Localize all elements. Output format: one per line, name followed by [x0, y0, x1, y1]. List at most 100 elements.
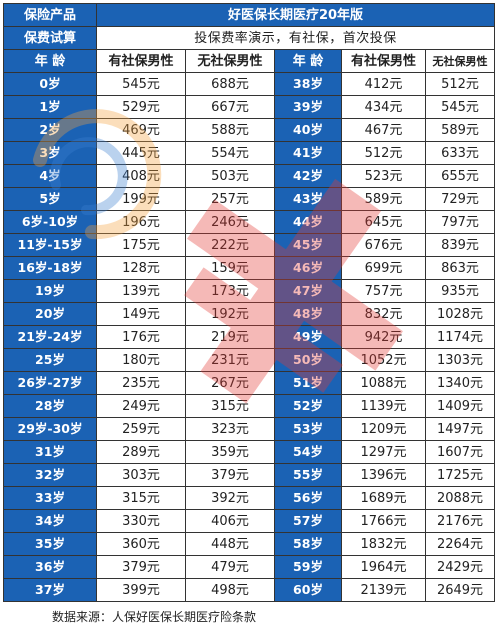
with-social-security-price-right: 1139元 [341, 394, 426, 418]
with-social-security-price: 249元 [96, 394, 186, 418]
without-social-security-price-right: 2649元 [425, 578, 495, 602]
with-social-security-price-right: 1052元 [341, 348, 426, 372]
without-social-security-price: 267元 [185, 371, 275, 395]
table-row: 25岁 180元 231元 50岁 1052元 1303元 [3, 348, 495, 372]
age-cell-right: 50岁 [274, 348, 342, 372]
without-social-security-male-header-right: 无社保男性 [425, 49, 495, 73]
age-cell-right: 55岁 [274, 463, 342, 487]
without-social-security-price-right: 1725元 [425, 463, 495, 487]
source-note: 数据来源：人保好医保长期医疗险条款 [52, 610, 257, 624]
with-social-security-price-right: 1689元 [341, 486, 426, 510]
with-social-security-price-right: 412元 [341, 72, 426, 96]
age-cell-right: 51岁 [274, 371, 342, 395]
age-cell: 29岁-30岁 [3, 417, 97, 441]
without-social-security-price: 192元 [185, 302, 275, 326]
with-social-security-price-right: 467元 [341, 118, 426, 142]
table-row: 0岁 545元 688元 38岁 412元 512元 [3, 72, 495, 96]
age-cell-right: 38岁 [274, 72, 342, 96]
without-social-security-price: 173元 [185, 279, 275, 303]
trial-note: 投保费率演示，有社保，首次投保 [96, 26, 495, 50]
without-social-security-price-right: 2429元 [425, 555, 495, 579]
without-social-security-price-right: 1340元 [425, 371, 495, 395]
with-social-security-price: 139元 [96, 279, 186, 303]
age-cell-right: 45岁 [274, 233, 342, 257]
table-row: 11岁-15岁 175元 222元 45岁 676元 839元 [3, 233, 495, 257]
without-social-security-price: 231元 [185, 348, 275, 372]
without-social-security-price-right: 863元 [425, 256, 495, 280]
with-social-security-price-right: 1297元 [341, 440, 426, 464]
with-social-security-price: 315元 [96, 486, 186, 510]
with-social-security-price-right: 942元 [341, 325, 426, 349]
table-row: 16岁-18岁 128元 159元 46岁 699元 863元 [3, 256, 495, 280]
without-social-security-male-header: 无社保男性 [185, 49, 275, 73]
with-social-security-price: 360元 [96, 532, 186, 556]
without-social-security-price: 498元 [185, 578, 275, 602]
table-row: 6岁-10岁 196元 246元 44岁 645元 797元 [3, 210, 495, 234]
product-label: 保险产品 [3, 3, 97, 27]
with-social-security-price-right: 512元 [341, 141, 426, 165]
with-social-security-price-right: 699元 [341, 256, 426, 280]
without-social-security-price-right: 655元 [425, 164, 495, 188]
age-cell-right: 39岁 [274, 95, 342, 119]
with-social-security-price-right: 1209元 [341, 417, 426, 441]
table-row: 37岁 399元 498元 60岁 2139元 2649元 [3, 578, 495, 602]
age-cell-right: 52岁 [274, 394, 342, 418]
age-column-header: 年 龄 [3, 49, 97, 73]
without-social-security-price: 219元 [185, 325, 275, 349]
age-cell: 37岁 [3, 578, 97, 602]
with-social-security-price: 330元 [96, 509, 186, 533]
without-social-security-price: 448元 [185, 532, 275, 556]
with-social-security-price: 199元 [96, 187, 186, 211]
age-cell: 21岁-24岁 [3, 325, 97, 349]
table-row: 28岁 249元 315元 52岁 1139元 1409元 [3, 394, 495, 418]
table-row: 4岁 408元 503元 42岁 523元 655元 [3, 164, 495, 188]
without-social-security-price-right: 2176元 [425, 509, 495, 533]
with-social-security-price-right: 523元 [341, 164, 426, 188]
age-cell: 5岁 [3, 187, 97, 211]
without-social-security-price: 359元 [185, 440, 275, 464]
with-social-security-price: 149元 [96, 302, 186, 326]
without-social-security-price-right: 1409元 [425, 394, 495, 418]
with-social-security-price: 180元 [96, 348, 186, 372]
age-cell-right: 49岁 [274, 325, 342, 349]
with-social-security-price-right: 589元 [341, 187, 426, 211]
age-cell-right: 60岁 [274, 578, 342, 602]
with-social-security-price: 303元 [96, 463, 186, 487]
with-social-security-price: 399元 [96, 578, 186, 602]
age-cell: 31岁 [3, 440, 97, 464]
column-header-row: 年 龄 有社保男性 无社保男性 年 龄 有社保男性 无社保男性 [3, 49, 495, 73]
age-cell-right: 53岁 [274, 417, 342, 441]
age-cell: 34岁 [3, 509, 97, 533]
table-row: 33岁 315元 392元 56岁 1689元 2088元 [3, 486, 495, 510]
with-social-security-price: 379元 [96, 555, 186, 579]
age-cell: 11岁-15岁 [3, 233, 97, 257]
table-row: 34岁 330元 406元 57岁 1766元 2176元 [3, 509, 495, 533]
with-social-security-price: 176元 [96, 325, 186, 349]
with-social-security-price: 545元 [96, 72, 186, 96]
with-social-security-price: 196元 [96, 210, 186, 234]
table-row: 20岁 149元 192元 48岁 832元 1028元 [3, 302, 495, 326]
without-social-security-price: 588元 [185, 118, 275, 142]
with-social-security-price-right: 1088元 [341, 371, 426, 395]
without-social-security-price-right: 1607元 [425, 440, 495, 464]
without-social-security-price-right: 545元 [425, 95, 495, 119]
with-social-security-price: 235元 [96, 371, 186, 395]
age-cell: 4岁 [3, 164, 97, 188]
table-row: 19岁 139元 173元 47岁 757元 935元 [3, 279, 495, 303]
age-cell: 3岁 [3, 141, 97, 165]
with-social-security-price-right: 832元 [341, 302, 426, 326]
without-social-security-price: 379元 [185, 463, 275, 487]
with-social-security-male-header-right: 有社保男性 [341, 49, 426, 73]
age-column-header-right: 年 龄 [274, 49, 342, 73]
without-social-security-price-right: 797元 [425, 210, 495, 234]
table-row: 29岁-30岁 259元 323元 53岁 1209元 1497元 [3, 417, 495, 441]
without-social-security-price-right: 729元 [425, 187, 495, 211]
table-row: 5岁 199元 257元 43岁 589元 729元 [3, 187, 495, 211]
table-row: 32岁 303元 379元 55岁 1396元 1725元 [3, 463, 495, 487]
without-social-security-price: 406元 [185, 509, 275, 533]
with-social-security-price: 408元 [96, 164, 186, 188]
without-social-security-price-right: 512元 [425, 72, 495, 96]
table-row: 36岁 379元 479元 59岁 1964元 2429元 [3, 555, 495, 579]
table-row: 1岁 529元 667元 39岁 434元 545元 [3, 95, 495, 119]
with-social-security-price: 529元 [96, 95, 186, 119]
